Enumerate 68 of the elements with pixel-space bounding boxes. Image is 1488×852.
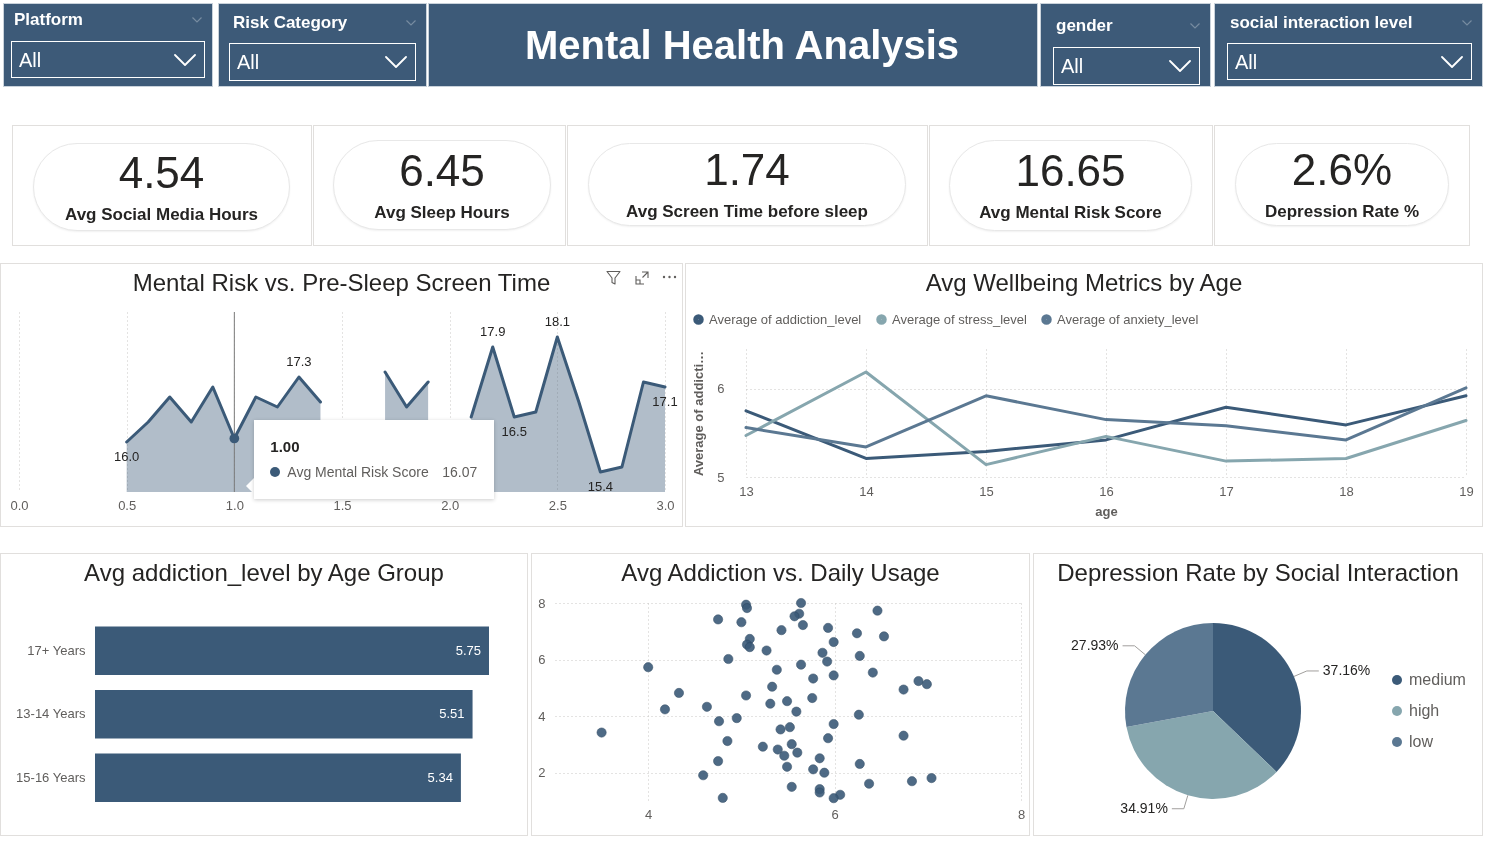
- dropdown-field: All: [229, 43, 416, 81]
- data-label: 16.0: [114, 449, 140, 464]
- legend-label: Average of stress_level: [892, 311, 1027, 327]
- filter-panel: Platform All: [3, 3, 213, 87]
- legend-label: Average of addiction_level: [709, 311, 862, 327]
- y-axis-title: Average of addicti…: [691, 350, 707, 477]
- y-tick-label: 15-16 Years: [16, 770, 86, 786]
- filter-panel: Risk Category All: [218, 3, 427, 87]
- annotation: 1.00: [270, 437, 301, 456]
- x-axis-title: age: [1095, 503, 1118, 519]
- legend-label: medium: [1409, 671, 1466, 688]
- x-tick-label: 1.0: [225, 497, 244, 513]
- chart-title: Depression Rate by Social Interaction: [1057, 559, 1459, 587]
- filter-panel: gender All: [1040, 3, 1211, 87]
- data-label: 34.91%: [1120, 799, 1168, 816]
- y-tick-label: 5: [717, 469, 725, 485]
- kpi-card: 4.54 Avg Social Media Hours: [33, 143, 290, 231]
- data-label: 5.75: [455, 643, 481, 659]
- kpi-card: 2.6% Depression Rate %: [1235, 143, 1449, 226]
- x-tick-label: 8: [1017, 806, 1026, 822]
- data-label: 17.1: [652, 394, 678, 409]
- y-tick-label: 8: [538, 595, 546, 611]
- data-label: 5.51: [439, 706, 465, 722]
- y-tick-label: 4: [538, 708, 546, 724]
- legend-label: Average of anxiety_level: [1057, 311, 1199, 327]
- y-tick-label: 13-14 Years: [16, 706, 86, 722]
- x-tick-label: 14: [859, 483, 874, 499]
- data-label: 37.16%: [1322, 661, 1371, 678]
- dropdown-field: All: [1227, 43, 1472, 80]
- data-label: 18.1: [544, 314, 570, 329]
- data-label: 17.3: [286, 354, 312, 369]
- annotation: 16.07: [442, 463, 478, 480]
- x-tick-label: 2.5: [548, 497, 567, 513]
- annotation: Avg Mental Risk Score: [287, 463, 429, 480]
- chart-title: Avg Addiction vs. Daily Usage: [621, 559, 940, 587]
- x-tick-label: 15: [979, 483, 994, 499]
- x-tick-label: 13: [739, 483, 754, 499]
- legend-label: low: [1409, 733, 1434, 750]
- data-label: 15.4: [587, 479, 614, 494]
- x-tick-label: 2.0: [441, 497, 460, 513]
- y-tick-label: 6: [538, 652, 546, 668]
- kpi-card: 16.65 Avg Mental Risk Score: [949, 140, 1192, 231]
- x-tick-label: 6: [831, 806, 839, 822]
- chart-title: Mental Risk vs. Pre-Sleep Screen Time: [132, 269, 551, 297]
- dropdown-field: All: [11, 41, 205, 78]
- x-tick-label: 1.5: [333, 497, 352, 513]
- x-tick-label: 0.5: [118, 497, 137, 513]
- x-tick-label: 17: [1219, 483, 1234, 499]
- x-tick-label: 18: [1339, 483, 1354, 499]
- kpi-card: 6.45 Avg Sleep Hours: [333, 140, 551, 230]
- x-tick-label: 19: [1459, 483, 1474, 499]
- dropdown-field: All: [1053, 47, 1200, 85]
- y-tick-label: 17+ Years: [27, 643, 86, 659]
- legend-label: high: [1409, 702, 1440, 719]
- filter-panel: social interaction level All: [1214, 3, 1483, 87]
- data-label: 16.5: [501, 424, 527, 439]
- data-label: 27.93%: [1071, 636, 1119, 653]
- chart-title: Avg addiction_level by Age Group: [84, 559, 444, 587]
- title-panel: Mental Health Analysis: [428, 3, 1038, 87]
- data-label: 17.9: [480, 324, 506, 339]
- x-tick-label: 4: [645, 806, 653, 822]
- kpi-card: 1.74 Avg Screen Time before sleep: [588, 143, 906, 226]
- y-tick-label: 2: [538, 765, 546, 781]
- chart-title: Avg Wellbeing Metrics by Age: [925, 269, 1243, 297]
- data-label: 5.34: [427, 770, 453, 786]
- x-tick-label: 3.0: [656, 497, 675, 513]
- x-tick-label: 0.0: [10, 497, 29, 513]
- x-tick-label: 16: [1099, 483, 1114, 499]
